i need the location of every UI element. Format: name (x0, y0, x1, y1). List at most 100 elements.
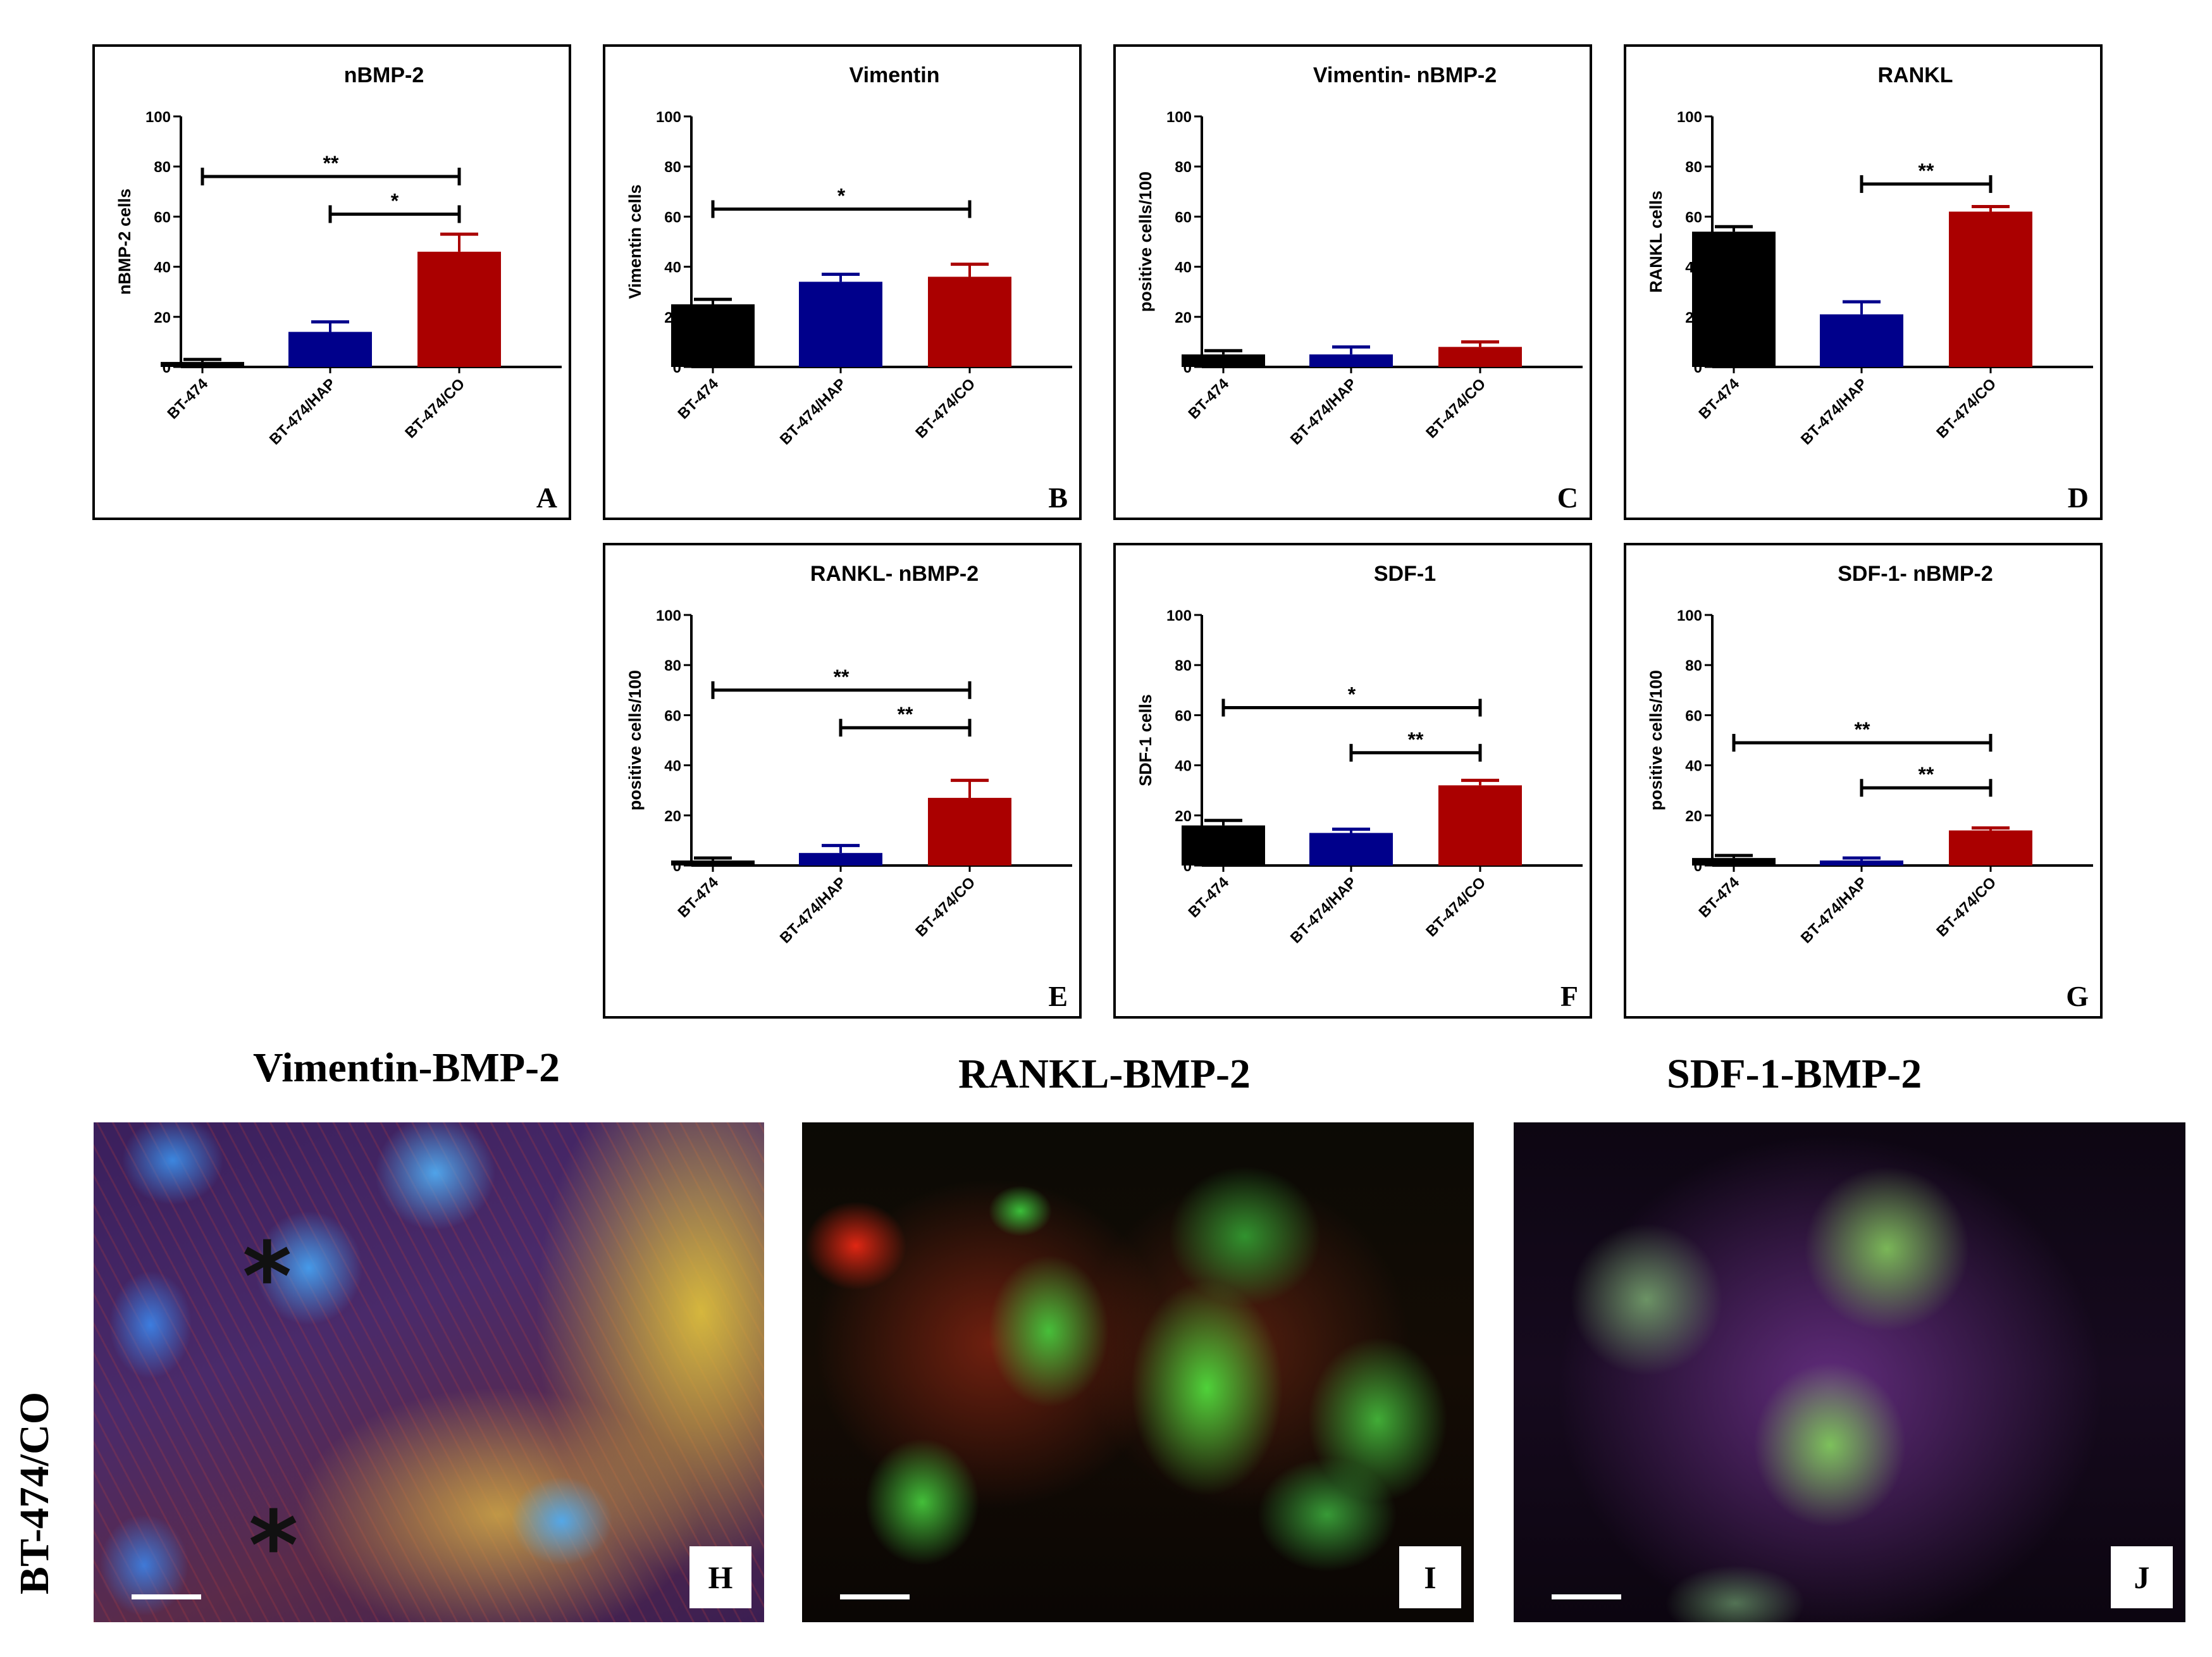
asterisk-marker: * (249, 1491, 299, 1601)
y-tick-label: 20 (1175, 808, 1192, 825)
significance-label: ** (1855, 718, 1870, 741)
y-tick-label: 80 (664, 159, 681, 176)
y-tick-label: 40 (1175, 259, 1192, 276)
micrograph-rankl-bmp2: I (802, 1122, 1474, 1622)
panel-letter: G (2066, 980, 2089, 1012)
asterisk-marker: * (242, 1222, 292, 1332)
bar (288, 332, 372, 367)
y-tick-label: 60 (664, 209, 681, 226)
y-tick-label: 80 (664, 657, 681, 674)
y-tick-label: 80 (1175, 159, 1192, 176)
y-tick-label: 60 (1685, 209, 1702, 226)
y-tick-label: 100 (1677, 109, 1702, 126)
micrograph-title-i: RANKL-BMP-2 (958, 1051, 1251, 1097)
bar (417, 251, 501, 367)
y-axis-label: SDF-1 cells (1136, 694, 1155, 786)
bar (671, 304, 755, 367)
y-tick-label: 100 (1677, 607, 1702, 624)
chart-panel-e: RANKL- nBMP-2 positive cells/100 0 20 40 60 80… (603, 543, 1082, 1019)
y-tick-label: 0 (673, 858, 681, 875)
y-tick-label: 60 (154, 209, 171, 226)
bar (1309, 833, 1393, 866)
panel-letter-i: I (1399, 1546, 1461, 1608)
chart-title: SDF-1- nBMP-2 (1838, 562, 1993, 586)
chart-title: SDF-1 (1374, 562, 1436, 586)
bar (1820, 314, 1903, 367)
bar (799, 853, 882, 866)
significance-label: * (1348, 683, 1356, 706)
panel-letter: B (1048, 481, 1068, 514)
scale-bar (1552, 1594, 1621, 1599)
row-label: BT-474/CO (11, 1391, 58, 1595)
y-axis-label: positive cells/100 (626, 670, 645, 810)
chart-title: Vimentin- nBMP-2 (1313, 63, 1497, 87)
significance-label: ** (898, 703, 913, 726)
y-axis-label: Vimentin cells (626, 184, 645, 299)
y-tick-label: 80 (1175, 657, 1192, 674)
bar (1438, 785, 1522, 866)
y-tick-label: 40 (1685, 758, 1702, 775)
y-tick-label: 20 (664, 808, 681, 825)
significance-label: ** (834, 666, 850, 688)
y-tick-label: 60 (1175, 707, 1192, 724)
bar (1820, 860, 1903, 866)
panel-letter-j: J (2111, 1546, 2173, 1608)
bar (928, 798, 1011, 866)
significance-label: * (391, 189, 399, 212)
panel-frame (1113, 543, 1592, 1019)
chart-title: Vimentin (850, 63, 940, 87)
y-tick-label: 100 (656, 607, 681, 624)
y-tick-label: 60 (664, 707, 681, 724)
significance-label: ** (1919, 763, 1934, 786)
bar (1438, 347, 1522, 367)
bar (1309, 354, 1393, 367)
panel-letter: D (2068, 481, 2089, 514)
y-tick-label: 40 (1175, 758, 1192, 775)
chart-title: nBMP-2 (344, 63, 424, 87)
y-tick-label: 60 (1685, 707, 1702, 724)
micrograph-title-h: Vimentin-BMP-2 (253, 1045, 560, 1091)
micrograph-sdf1-bmp2: J (1514, 1122, 2185, 1622)
panel-letter: E (1048, 980, 1068, 1012)
y-axis-label: positive cells/100 (1647, 670, 1665, 810)
significance-label: ** (1408, 728, 1424, 751)
bar (1949, 211, 2032, 367)
bar (1949, 830, 2032, 866)
y-axis-label: nBMP-2 cells (115, 189, 134, 295)
bar (161, 362, 244, 367)
y-tick-label: 100 (1166, 607, 1192, 624)
y-tick-label: 20 (154, 309, 171, 326)
y-tick-label: 40 (664, 758, 681, 775)
bar (928, 276, 1011, 367)
significance-label: ** (323, 152, 339, 175)
significance-label: * (837, 185, 846, 208)
panel-letter-h: H (689, 1546, 751, 1608)
panel-frame (1113, 44, 1592, 520)
panel-letter: A (536, 481, 557, 514)
micrograph-title-j: SDF-1-BMP-2 (1667, 1051, 1922, 1097)
y-tick-label: 40 (664, 259, 681, 276)
y-tick-label: 20 (1175, 309, 1192, 326)
bar (1182, 825, 1265, 866)
y-tick-label: 20 (1685, 808, 1702, 825)
y-tick-label: 100 (656, 109, 681, 126)
y-tick-label: 80 (1685, 159, 1702, 176)
micrograph-vimentin-bmp2: * * H (94, 1122, 764, 1622)
y-tick-label: 80 (1685, 657, 1702, 674)
bar (1182, 354, 1265, 367)
panel-letter: F (1560, 980, 1578, 1012)
y-axis-label: RANKL cells (1647, 190, 1665, 293)
y-tick-label: 0 (163, 359, 171, 376)
scale-bar (840, 1594, 910, 1599)
scale-bar (132, 1594, 201, 1599)
significance-label: ** (1919, 159, 1934, 182)
chart-title: RANKL- nBMP-2 (810, 562, 979, 586)
bar (671, 860, 755, 866)
y-tick-label: 100 (145, 109, 171, 126)
